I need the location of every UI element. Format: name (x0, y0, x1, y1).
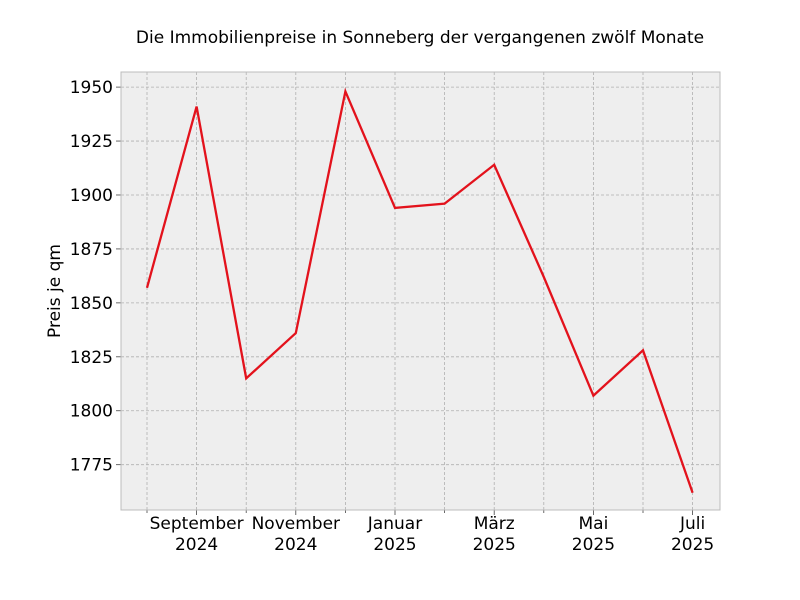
y-tick-label: 1850 (70, 294, 113, 314)
y-tick-label: 1800 (70, 402, 113, 422)
x-tick-label-year: 2025 (373, 535, 416, 555)
x-tick-label-month: Januar (367, 514, 422, 534)
plot-area (121, 72, 720, 510)
x-tick-label-year: 2024 (274, 535, 317, 555)
series-line (145, 87, 694, 494)
x-tick-label-year: 2025 (572, 535, 615, 555)
y-tick-label: 1900 (70, 186, 113, 206)
x-tick-label-year: 2025 (473, 535, 516, 555)
y-tick-label: 1925 (70, 132, 113, 152)
x-tick-label-month: September (150, 514, 244, 534)
x-tick-label-month: Juli (679, 514, 705, 534)
series-group (145, 87, 694, 494)
y-tick-label: 1775 (70, 456, 113, 476)
x-tick-label-month: Mai (578, 514, 608, 534)
grid-lines (121, 72, 720, 510)
x-tick-label-month: März (474, 514, 515, 534)
y-tick-label: 1875 (70, 240, 113, 260)
chart-title: Die Immobilienpreise in Sonneberg der ve… (136, 28, 704, 48)
axis-ticks (116, 86, 693, 515)
x-tick-labels: September2024November2024Januar2025März2… (150, 514, 715, 555)
y-tick-label: 1950 (70, 78, 113, 98)
y-tick-labels: 1775 1800 1825 1850 1875 1900 1925 1950 (70, 78, 113, 476)
x-tick-label-year: 2025 (671, 535, 714, 555)
y-axis-label: Preis je qm (45, 244, 65, 338)
y-tick-label: 1825 (70, 348, 113, 368)
x-tick-label-year: 2024 (175, 535, 218, 555)
x-tick-label-month: November (252, 514, 340, 534)
plot-frame (120, 71, 721, 511)
